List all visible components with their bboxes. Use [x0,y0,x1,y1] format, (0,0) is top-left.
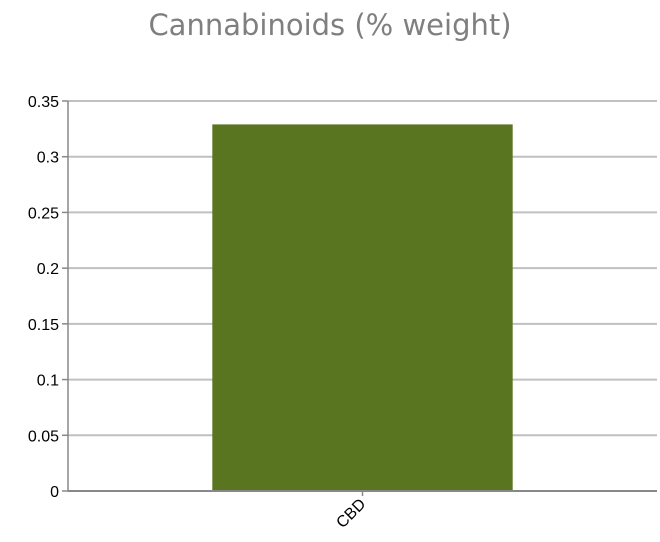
y-tick-label: 0.15 [28,317,59,334]
y-tick-label: 0.05 [28,428,59,445]
bar-cbd [212,124,512,491]
y-tick-label: 0.25 [28,205,59,222]
y-tick-label: 0.1 [37,373,59,390]
bars [212,124,512,491]
x-tick-label: CBD [333,496,369,532]
y-tick-label: 0 [50,484,59,501]
y-tick-label: 0.2 [37,261,59,278]
y-tick-label: 0.3 [37,150,59,167]
y-tick-label: 0.35 [28,94,59,111]
